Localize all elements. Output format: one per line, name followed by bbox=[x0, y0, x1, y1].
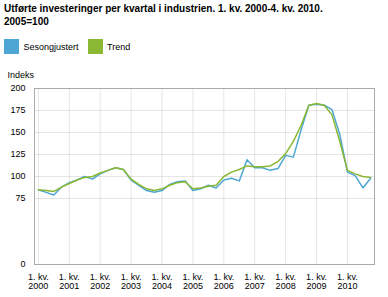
svg-text:1. kv.2006: 1. kv.2006 bbox=[213, 271, 234, 290]
svg-text:1. kv.2004: 1. kv.2004 bbox=[152, 271, 173, 290]
svg-text:175: 175 bbox=[10, 105, 25, 115]
svg-text:1. kv.2000: 1. kv.2000 bbox=[28, 271, 49, 290]
svg-text:1. kv.2003: 1. kv.2003 bbox=[121, 271, 142, 290]
svg-text:Indeks: Indeks bbox=[8, 69, 35, 79]
html-text:2005=100: 2005=100 bbox=[4, 16, 49, 27]
svg-text:1. kv.2009: 1. kv.2009 bbox=[306, 271, 327, 290]
svg-text:75: 75 bbox=[15, 193, 25, 203]
svg-text:1. kv.2007: 1. kv.2007 bbox=[244, 271, 265, 290]
svg-text:1. kv.2010: 1. kv.2010 bbox=[337, 271, 358, 290]
html-text:Trend: Trend bbox=[107, 41, 131, 52]
svg-text:1. kv.2008: 1. kv.2008 bbox=[275, 271, 296, 290]
html-text:Sesongjustert: Sesongjustert bbox=[23, 41, 79, 52]
svg-text:1. kv.2001: 1. kv.2001 bbox=[59, 271, 80, 290]
svg-text:200: 200 bbox=[10, 83, 25, 93]
svg-text:1. kv.2002: 1. kv.2002 bbox=[90, 271, 111, 290]
svg-text:150: 150 bbox=[10, 127, 25, 137]
svg-text:0: 0 bbox=[20, 259, 25, 269]
svg-text:125: 125 bbox=[10, 149, 25, 159]
svg-text:1. kv.2005: 1. kv.2005 bbox=[182, 271, 203, 290]
html-text:Utførte investeringer per kvar: Utførte investeringer per kvartal i indu… bbox=[4, 3, 323, 14]
svg-text:100: 100 bbox=[10, 171, 25, 181]
